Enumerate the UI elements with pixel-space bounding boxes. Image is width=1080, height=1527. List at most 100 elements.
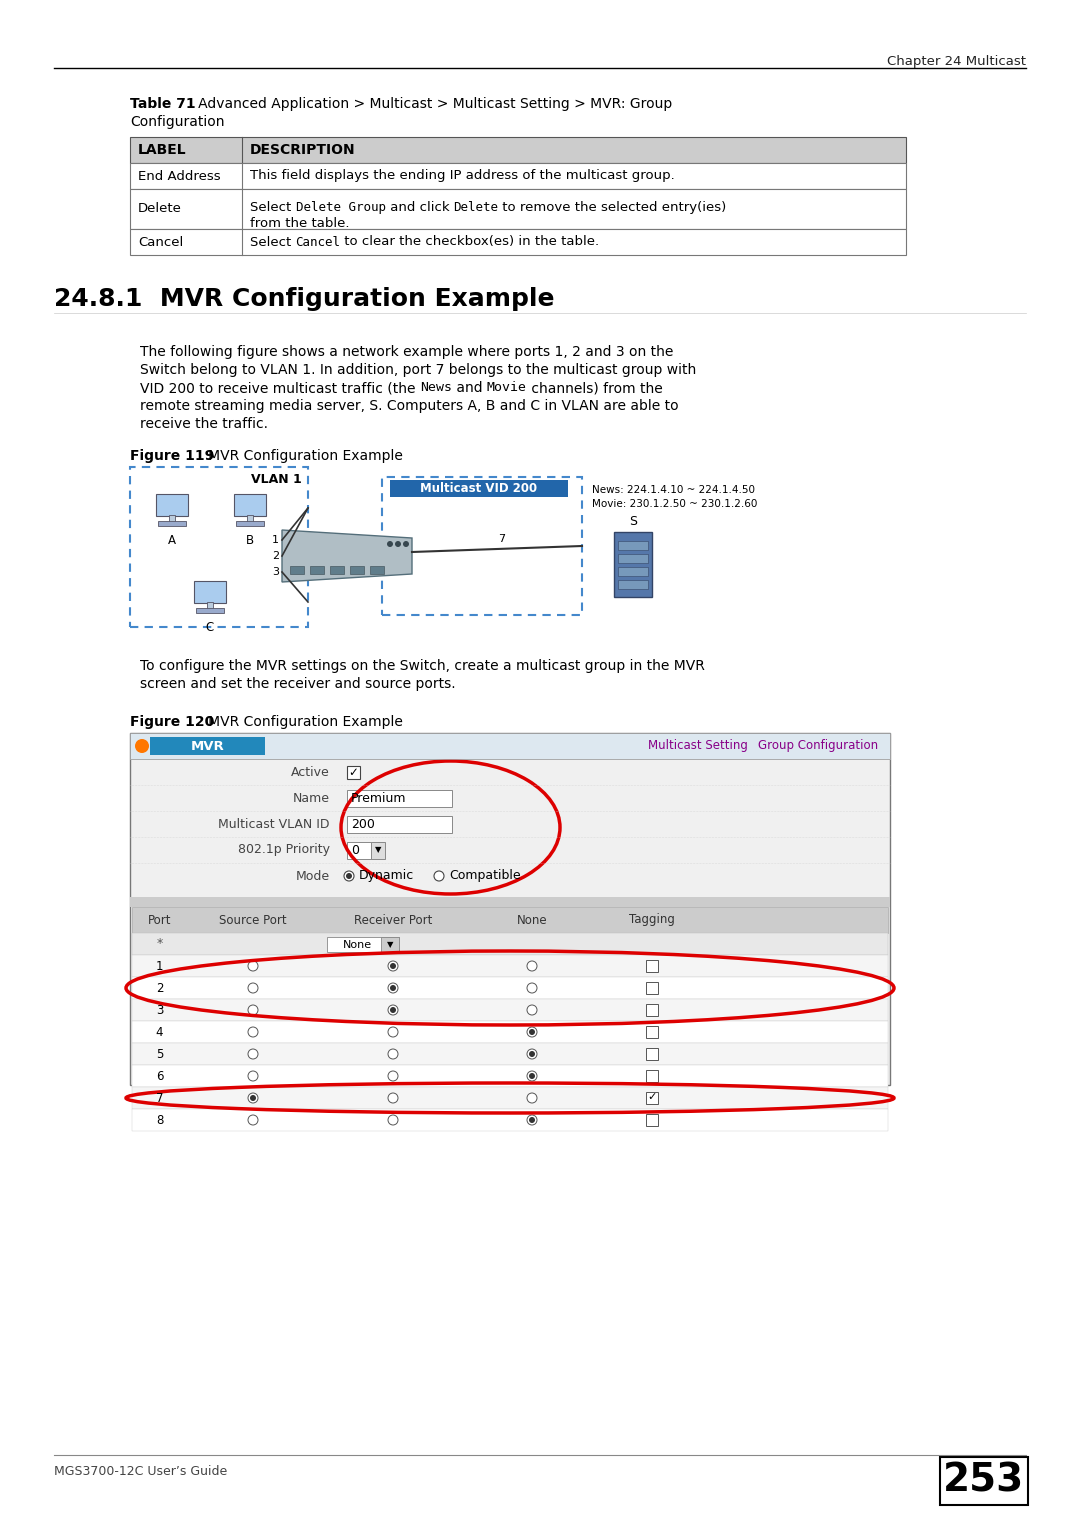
Circle shape	[388, 1093, 399, 1102]
Text: screen and set the receiver and source ports.: screen and set the receiver and source p…	[140, 676, 456, 692]
Text: and: and	[451, 382, 487, 395]
Circle shape	[248, 1005, 258, 1015]
Text: ✓: ✓	[348, 767, 357, 779]
Circle shape	[403, 541, 409, 547]
Circle shape	[388, 1070, 399, 1081]
Bar	[618, 554, 648, 563]
Text: and click: and click	[386, 202, 454, 214]
Text: 802.1p Priority: 802.1p Priority	[238, 843, 330, 857]
Bar	[646, 960, 658, 973]
Bar	[130, 733, 890, 759]
Text: Table 71: Table 71	[130, 98, 195, 111]
Bar	[132, 999, 888, 1022]
Circle shape	[248, 960, 258, 971]
Bar	[130, 896, 890, 907]
Bar	[310, 567, 324, 574]
Text: S: S	[629, 515, 637, 528]
Polygon shape	[282, 530, 411, 582]
Text: End Address: End Address	[138, 169, 220, 183]
Bar	[132, 1022, 888, 1043]
Bar	[646, 1026, 658, 1038]
Circle shape	[434, 870, 444, 881]
Text: 1: 1	[156, 959, 163, 973]
Text: 7: 7	[156, 1092, 163, 1104]
Circle shape	[388, 1115, 399, 1125]
Text: Port: Port	[148, 913, 172, 927]
Bar	[195, 608, 224, 612]
Circle shape	[529, 1073, 535, 1080]
Text: Delete: Delete	[138, 203, 181, 215]
Bar	[132, 977, 888, 999]
Bar	[347, 767, 360, 779]
Bar	[618, 567, 648, 576]
Bar	[132, 907, 888, 933]
Text: B: B	[246, 534, 254, 547]
Text: Select: Select	[249, 235, 296, 249]
Bar	[327, 938, 399, 951]
Circle shape	[390, 985, 396, 991]
Bar	[390, 479, 568, 496]
Text: Cancel: Cancel	[296, 235, 340, 249]
Bar	[347, 841, 379, 860]
Text: Select: Select	[249, 202, 296, 214]
Circle shape	[248, 1049, 258, 1060]
Text: ▼: ▼	[387, 941, 393, 948]
Circle shape	[345, 870, 354, 881]
Bar	[618, 541, 648, 550]
Text: 200: 200	[351, 817, 375, 831]
Bar	[132, 1043, 888, 1064]
Bar	[646, 1048, 658, 1060]
Bar	[940, 1457, 1028, 1506]
Circle shape	[248, 1093, 258, 1102]
Text: Movie: Movie	[487, 382, 527, 394]
Bar	[350, 567, 364, 574]
Text: 3: 3	[156, 1003, 163, 1017]
Text: None: None	[342, 939, 372, 950]
Circle shape	[390, 1006, 396, 1012]
Circle shape	[346, 873, 352, 880]
Bar	[168, 515, 175, 522]
Bar	[130, 229, 906, 255]
Text: 2: 2	[156, 982, 163, 994]
Text: Active: Active	[292, 765, 330, 779]
Circle shape	[248, 1070, 258, 1081]
Text: Chapter 24 Multicast: Chapter 24 Multicast	[887, 55, 1026, 69]
Text: Receiver Port: Receiver Port	[354, 913, 432, 927]
Text: to remove the selected entry(ies): to remove the selected entry(ies)	[498, 202, 727, 214]
Text: This field displays the ending IP address of the multicast group.: This field displays the ending IP addres…	[249, 169, 675, 183]
Circle shape	[388, 1005, 399, 1015]
Bar	[194, 580, 226, 603]
Bar	[207, 602, 213, 609]
Bar	[330, 567, 345, 574]
Text: channels) from the: channels) from the	[527, 382, 663, 395]
Text: Advanced Application > Multicast > Multicast Setting > MVR: Group: Advanced Application > Multicast > Multi…	[185, 98, 672, 111]
Text: remote streaming media server, S. Computers A, B and C in VLAN are able to: remote streaming media server, S. Comput…	[140, 399, 678, 412]
Bar	[132, 1087, 888, 1109]
Text: 7: 7	[499, 534, 505, 544]
Text: The following figure shows a network example where ports 1, 2 and 3 on the: The following figure shows a network exa…	[140, 345, 673, 359]
Text: MVR: MVR	[191, 739, 225, 753]
Text: 4: 4	[156, 1026, 163, 1038]
Text: Movie: 230.1.2.50 ~ 230.1.2.60: Movie: 230.1.2.50 ~ 230.1.2.60	[592, 499, 757, 508]
Text: Source Port: Source Port	[219, 913, 287, 927]
Text: 24.8.1  MVR Configuration Example: 24.8.1 MVR Configuration Example	[54, 287, 554, 312]
Text: News: 224.1.4.10 ~ 224.1.4.50: News: 224.1.4.10 ~ 224.1.4.50	[592, 486, 755, 495]
Text: To configure the MVR settings on the Switch, create a multicast group in the MVR: To configure the MVR settings on the Swi…	[140, 660, 705, 673]
Text: None: None	[516, 913, 548, 927]
Bar	[646, 982, 658, 994]
Circle shape	[248, 1115, 258, 1125]
Text: A: A	[168, 534, 176, 547]
Text: Figure 119: Figure 119	[130, 449, 214, 463]
Text: Premium: Premium	[351, 791, 406, 805]
Bar	[372, 841, 384, 860]
Bar	[247, 515, 253, 522]
Bar	[370, 567, 384, 574]
Bar	[234, 495, 266, 516]
Text: Mode: Mode	[296, 869, 330, 883]
Circle shape	[529, 1116, 535, 1122]
Text: Figure 120: Figure 120	[130, 715, 214, 728]
Circle shape	[527, 1049, 537, 1060]
Circle shape	[390, 964, 396, 970]
Bar	[646, 1115, 658, 1125]
Text: 253: 253	[943, 1461, 1025, 1500]
